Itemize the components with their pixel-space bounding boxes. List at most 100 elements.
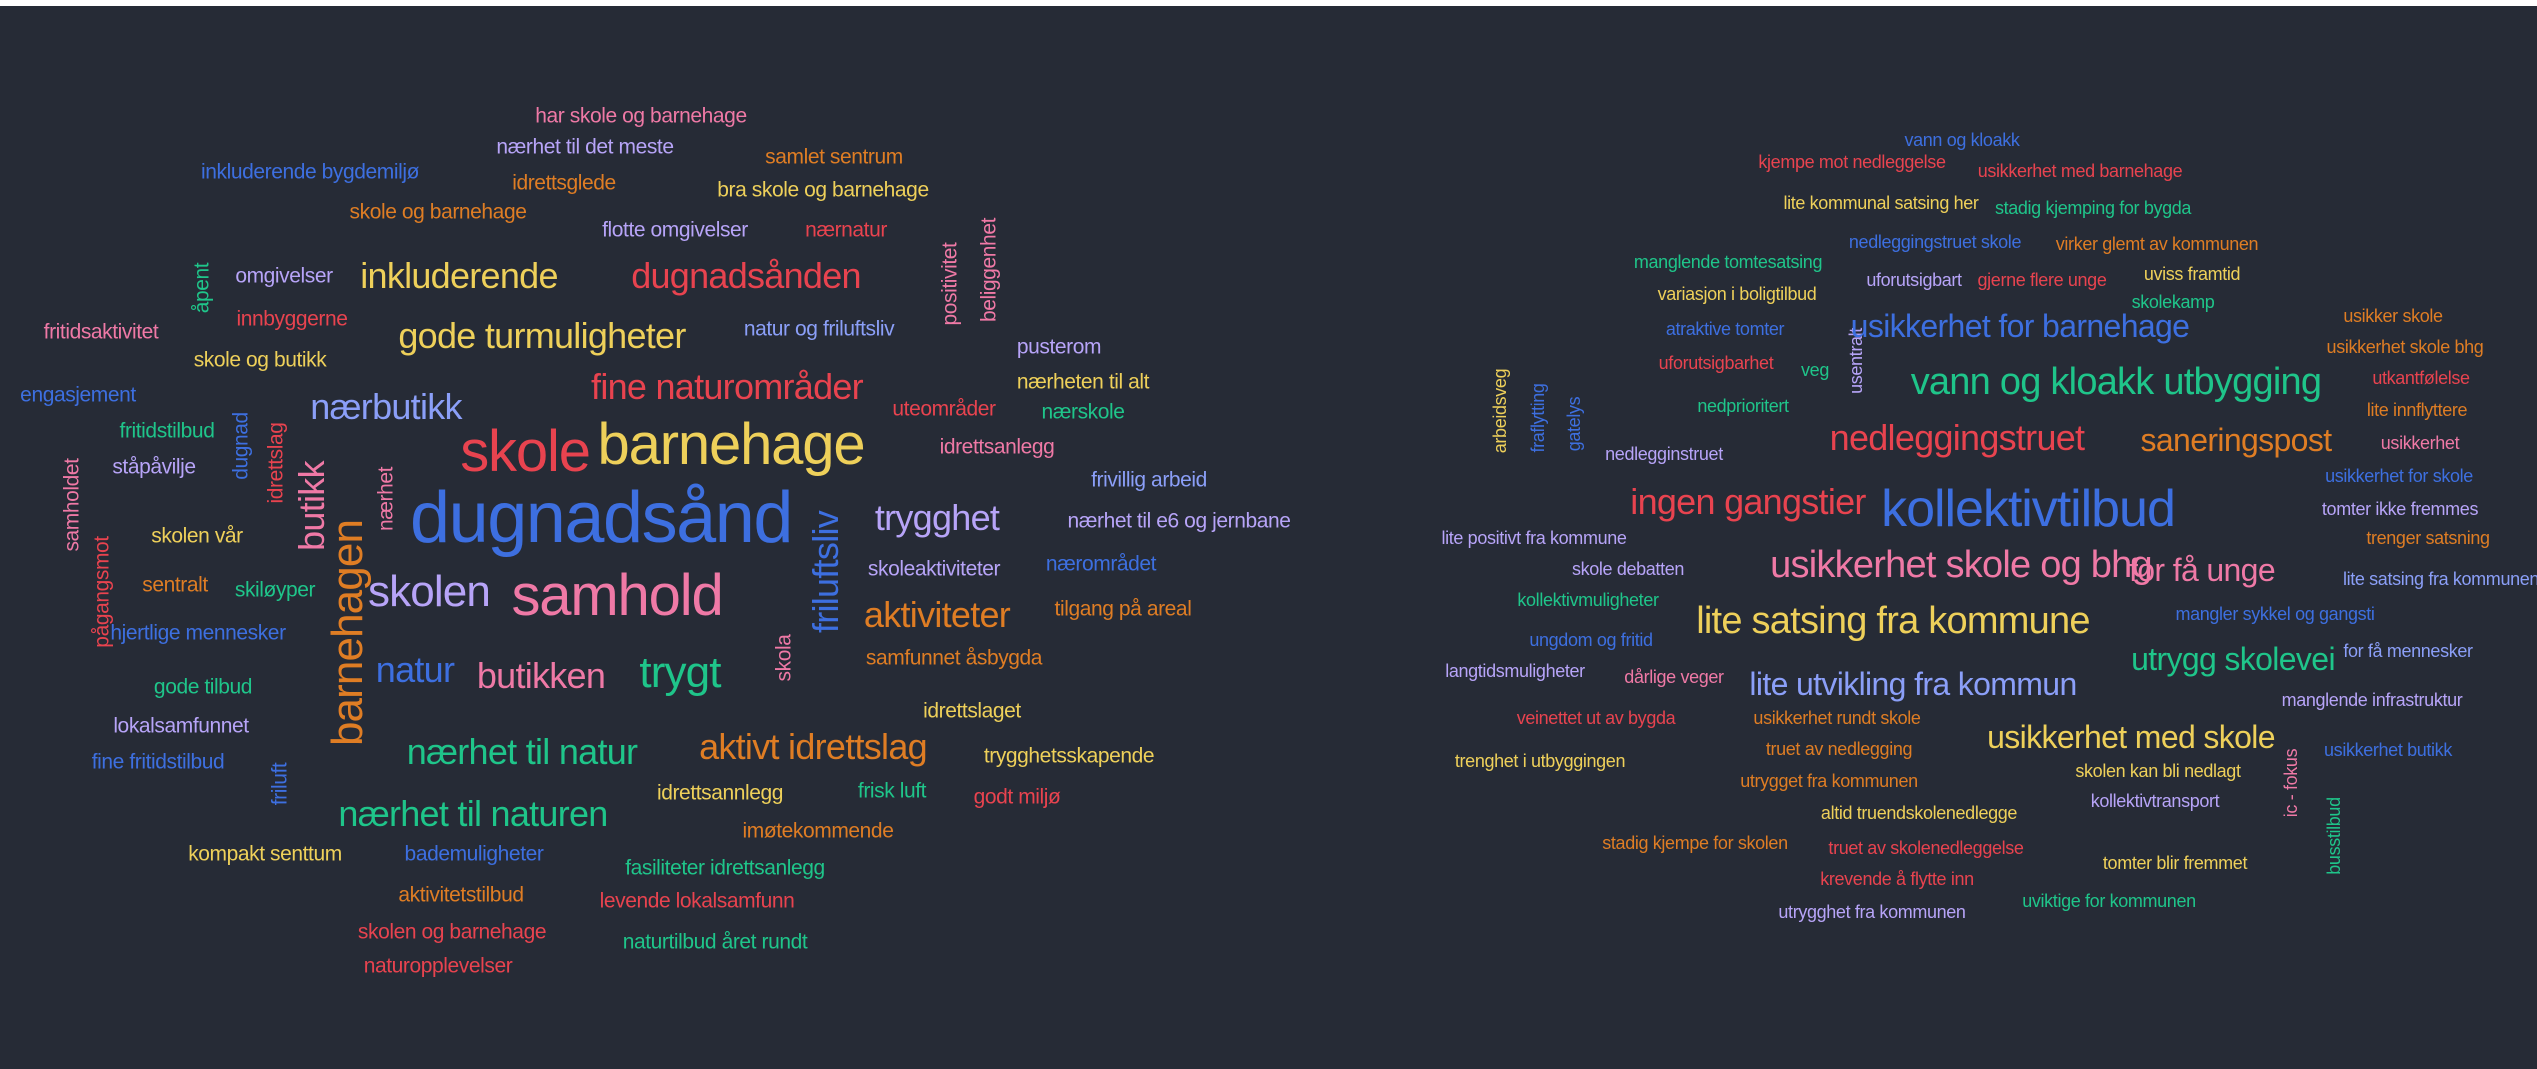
word-cloud-word: usikkerhet: [2380, 433, 2460, 453]
word-cloud-word: frivillig arbeid: [1091, 468, 1207, 492]
word-cloud-word: skolen: [368, 567, 491, 616]
word-cloud-word: vann og kloakk: [1904, 130, 2020, 150]
word-cloud-word: barnehagen: [323, 519, 372, 747]
word-cloud-word: utrygg skolevei: [2131, 641, 2335, 677]
word-cloud-word: samhold: [511, 563, 723, 628]
word-cloud-word: virker glemt av kommunen: [2055, 234, 2259, 254]
word-cloud-word: fine naturområder: [591, 366, 864, 407]
word-cloud-word: friluft: [268, 762, 292, 806]
word-cloud-word: inkluderende bygdemiljø: [201, 160, 419, 184]
word-cloud-word: fritidstilbud: [119, 419, 215, 443]
word-cloud-word: idrettsglede: [512, 171, 616, 195]
word-cloud-word: stadig kjempe for skolen: [1602, 833, 1788, 853]
word-cloud-word: krevende å flytte inn: [1820, 869, 1974, 889]
word-cloud-word: barnehage: [597, 412, 866, 477]
word-cloud-word: manglende infrastruktur: [2281, 690, 2463, 710]
word-cloud-word: nedprioritert: [1697, 396, 1789, 416]
word-cloud-word: usikkerhet skole og bhg: [1770, 544, 2153, 586]
word-cloud-word: uforutsigbart: [1866, 270, 1962, 290]
word-cloud-word: lite utvikling fra kommun: [1749, 666, 2077, 702]
word-cloud-word: aktivt idrettslag: [699, 726, 928, 767]
word-cloud-word: usikkerhet for barnehage: [1850, 308, 2190, 344]
word-cloud-word: friluftsliv: [805, 510, 846, 634]
word-cloud-word: kompakt senttum: [188, 842, 342, 866]
word-cloud-word: skola: [772, 634, 796, 682]
word-cloud-word: skolen og barnehage: [357, 920, 547, 944]
word-cloud-word: nærheten til alt: [1016, 370, 1150, 394]
word-cloud-word: godt miljø: [973, 785, 1061, 809]
word-cloud-word: aktivitetstilbud: [398, 883, 524, 907]
word-cloud-word: lite satsing fra kommune: [1696, 600, 2090, 642]
word-cloud-word: altid truendskolenedlegge: [1820, 803, 2018, 823]
word-cloud-word: aktiviteter: [863, 594, 1011, 635]
word-cloud-word: trygghetsskapende: [983, 744, 1155, 768]
word-cloud-word: gode tilbud: [153, 675, 253, 699]
word-cloud-word: innbyggerne: [236, 307, 348, 331]
word-cloud-word: trygghet: [874, 497, 1000, 538]
word-cloud-word: naturopplevelser: [363, 954, 513, 978]
word-cloud-word: nedleggingstruet: [1829, 417, 2085, 458]
word-cloud-word: vann og kloakk utbygging: [1910, 361, 2322, 403]
word-cloud-word: mangler sykkel og gangsti: [2175, 604, 2375, 624]
word-cloud-word: skole debatten: [1571, 559, 1685, 579]
word-cloud-word: for få unge: [2129, 552, 2276, 588]
word-cloud-word: stadig kjemping for bygda: [1994, 198, 2192, 218]
word-cloud-word: bademuligheter: [404, 842, 544, 866]
word-cloud-word: trenghet i utbyggingen: [1454, 751, 1626, 771]
word-cloud-word: idrettslag: [264, 422, 288, 504]
word-cloud-word: langtidsmuligheter: [1445, 661, 1585, 681]
word-cloud-word: beliggenhet: [977, 218, 1001, 322]
word-cloud-word: truet av nedlegging: [1765, 739, 1913, 759]
word-cloud-word: nærhet til naturen: [338, 793, 608, 834]
word-cloud-word: butikken: [476, 655, 606, 696]
word-cloud-right: vann og kloakk kjempe mot nedleggelse usik…: [1268, 6, 2537, 1069]
word-cloud-word: arbeidsveg: [1490, 368, 1510, 454]
word-cloud-word: idrettsannlegg: [656, 781, 784, 805]
word-cloud-word: skoleaktiviteter: [867, 557, 1001, 581]
word-cloud-word: manglende tomtesatsing: [1633, 252, 1823, 272]
word-cloud-word: saneringspost: [2140, 422, 2333, 458]
word-cloud-word: for få mennesker: [2343, 641, 2473, 661]
word-cloud-word: nærhet: [374, 466, 398, 532]
word-cloud-word: skolen kan bli nedlagt: [2075, 761, 2241, 781]
word-cloud-word: har skole og barnehage: [535, 104, 747, 128]
word-cloud-word: kollektivmuligheter: [1517, 590, 1659, 610]
word-cloud-word: tomter blir fremmet: [2102, 853, 2248, 873]
word-cloud-word: nærnatur: [805, 218, 887, 242]
word-cloud-word: ingen gangstier: [1630, 481, 1866, 522]
word-cloud-word: samlet sentrum: [765, 145, 903, 169]
word-cloud-word: dugnad: [229, 412, 253, 480]
word-cloud-word: nærskole: [1041, 400, 1125, 424]
word-cloud-word: usikkerhet for skole: [2325, 466, 2473, 486]
word-cloud-word: idrettslaget: [923, 699, 1021, 723]
word-cloud-word: imøtekommende: [742, 819, 894, 843]
word-cloud-word: tomter ikke fremmes: [2321, 499, 2479, 519]
word-cloud-word: dugnadsånd: [410, 478, 793, 558]
word-cloud-word: ståpåvilje: [112, 455, 196, 479]
word-cloud-word: fasiliteter idrettsanlegg: [625, 856, 825, 880]
word-cloud-word: usikkerhet butikk: [2324, 740, 2452, 760]
word-cloud-word: variasjon i boligtilbud: [1657, 284, 1817, 304]
word-cloud-word: bra skole og barnehage: [717, 178, 929, 202]
word-cloud-word: nærbutikk: [310, 386, 462, 427]
word-cloud-word: omgivelser: [235, 264, 333, 288]
word-cloud-word: busstilbud: [2324, 797, 2344, 875]
word-cloud-word: nærområdet: [1045, 552, 1157, 576]
word-cloud-word: trenger satsning: [2366, 528, 2490, 548]
word-cloud-word: inkluderende: [360, 255, 558, 296]
word-cloud-word: gode turmuligheter: [398, 315, 686, 356]
word-cloud-word: lite satsing fra kommunen: [2342, 569, 2537, 589]
word-cloud-word: utrygghet fra kommunen: [1778, 902, 1966, 922]
word-cloud-word: gjerne flere unge: [1977, 270, 2107, 290]
word-cloud-left: har skole og barnehage nærhet til det mes…: [0, 6, 1291, 1069]
word-cloud-word: usikker skole: [2343, 306, 2443, 326]
word-cloud-word: nærhet til natur: [406, 731, 638, 772]
word-cloud-word: dårlige veger: [1624, 667, 1724, 687]
word-cloud-word: åpent: [190, 262, 214, 314]
word-cloud-word: idrettsanlegg: [939, 435, 1055, 459]
word-cloud-word: ic - fokus: [2281, 748, 2301, 818]
word-cloud-word: lite positivt fra kommune: [1441, 528, 1627, 548]
word-cloud-word: natur og friluftsliv: [743, 317, 895, 341]
word-cloud-word: lite kommunal satsing her: [1783, 193, 1979, 213]
word-cloud-word: gatelys: [1564, 396, 1584, 452]
